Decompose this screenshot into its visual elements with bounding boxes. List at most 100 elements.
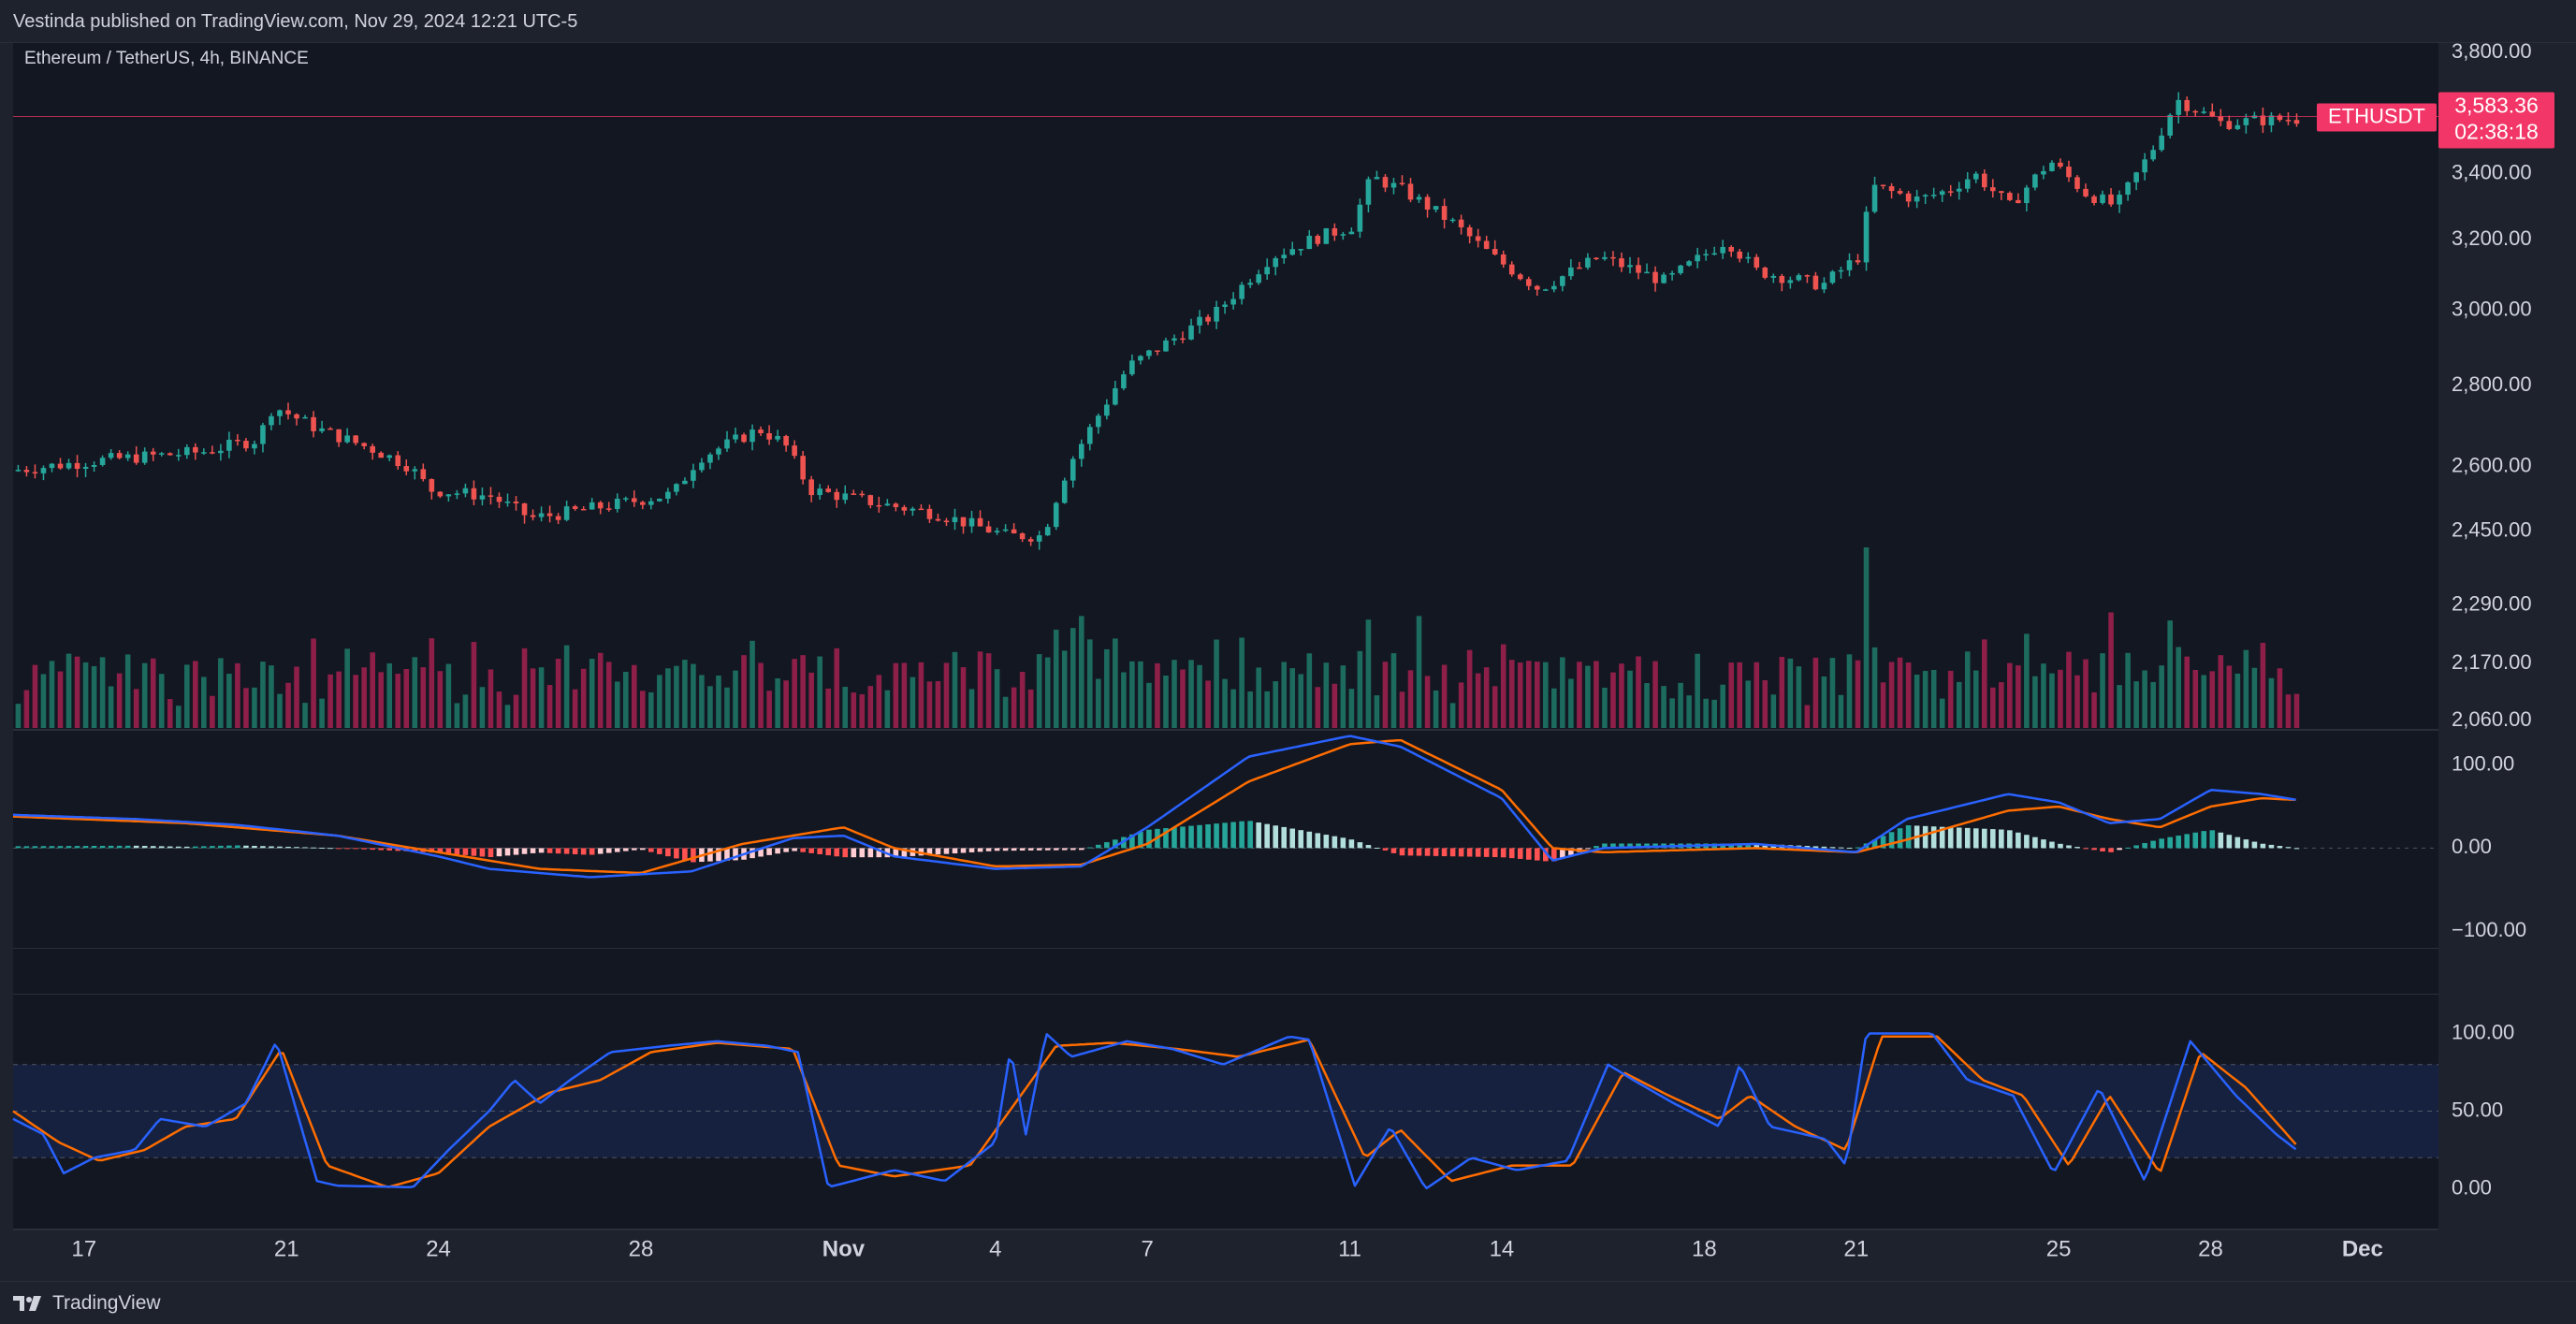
macd-histogram-bar	[597, 848, 604, 854]
candle-body	[1762, 267, 1768, 278]
candle-body	[82, 466, 89, 470]
candle-body	[1964, 179, 1971, 189]
macd-histogram-bar	[935, 848, 941, 855]
time-axis-tick: 24	[426, 1236, 451, 1261]
volume-bar	[302, 703, 308, 728]
macd-histogram-bar	[260, 846, 266, 849]
volume-bar	[1754, 662, 1760, 728]
candle-body	[876, 504, 882, 507]
volume-bar	[2007, 662, 2013, 728]
candle-body	[1053, 502, 1059, 528]
volume-bar	[2251, 667, 2258, 728]
macd-histogram-bar	[1441, 848, 1448, 857]
macd-histogram-bar	[691, 848, 696, 863]
publish-header: Vestinda published on TradingView.com, N…	[0, 0, 2576, 43]
macd-histogram-bar	[1188, 825, 1194, 849]
candle-body	[1399, 182, 1405, 185]
candle-body	[1534, 285, 1540, 290]
macd-histogram-bar	[243, 845, 249, 849]
macd-histogram-bar	[504, 848, 511, 856]
macd-histogram-bar	[2176, 836, 2182, 849]
macd-histogram-bar	[1365, 845, 1372, 849]
macd-histogram-bar	[1129, 834, 1135, 849]
symbol-legend[interactable]: Ethereum / TetherUS, 4h, BINANCE	[24, 49, 309, 68]
candle-body	[277, 410, 283, 416]
volume-bar	[960, 667, 967, 728]
volume-bar	[327, 674, 333, 728]
candle-body	[1078, 444, 1084, 459]
candle-body	[2268, 115, 2275, 125]
macd-histogram-bar	[2024, 835, 2030, 849]
volume-bar	[1458, 682, 1464, 728]
candle-body	[631, 498, 637, 502]
volume-bar	[15, 704, 22, 728]
volume-bar	[1239, 637, 1244, 728]
macd-histogram-bar	[1399, 848, 1405, 856]
candle-body	[758, 429, 764, 433]
volume-bar	[555, 659, 561, 728]
candle-body	[1981, 173, 1987, 188]
macd-histogram-bar	[800, 848, 806, 852]
candle-body	[1855, 260, 1861, 263]
volume-bar	[910, 677, 916, 728]
volume-bar	[707, 686, 713, 728]
volume-bar	[395, 674, 401, 728]
macd-histogram-bar	[2142, 843, 2147, 849]
volume-bar	[2243, 649, 2249, 728]
candle-body	[2192, 110, 2199, 113]
macd-histogram-bar	[1610, 843, 1616, 849]
time-axis-tick: 25	[2046, 1236, 2072, 1261]
volume-bar	[1914, 675, 1920, 728]
brand-name[interactable]: TradingView	[52, 1291, 161, 1314]
volume-bar	[1138, 661, 1143, 728]
macd-histogram-bar	[319, 847, 325, 849]
volume-bar	[361, 667, 367, 728]
macd-histogram-bar	[65, 846, 72, 849]
macd-histogram-bar	[1146, 829, 1152, 849]
macd-histogram-bar	[580, 848, 587, 855]
volume-bar	[935, 680, 941, 728]
tradingview-logo-icon[interactable]	[13, 1294, 45, 1313]
candle-body	[1956, 188, 1962, 192]
volume-bar	[2024, 633, 2030, 728]
volume-bar	[1981, 639, 1987, 728]
candle-body	[834, 491, 840, 501]
last-price-badge[interactable]	[2438, 92, 2554, 149]
chart-area[interactable]	[13, 43, 2438, 1229]
candle-body	[893, 503, 899, 507]
macd-histogram-bar	[893, 848, 899, 858]
candle-body	[319, 428, 325, 431]
candle-body	[682, 480, 688, 485]
candle-body	[1180, 338, 1186, 341]
volume-bar	[2058, 669, 2063, 728]
volume-bar	[994, 669, 1000, 728]
volume-bar	[1121, 672, 1127, 728]
macd-histogram-bar	[412, 848, 418, 852]
candle-body	[750, 429, 755, 443]
macd-histogram-bar	[454, 848, 460, 855]
volume-bar	[150, 658, 156, 728]
candle-body	[361, 443, 367, 446]
macd-histogram-bar	[977, 848, 983, 852]
volume-bar	[277, 693, 283, 728]
macd-histogram-bar	[867, 848, 874, 858]
candle-body	[2226, 121, 2233, 129]
macd-histogram-bar	[2083, 848, 2088, 850]
ticker-badge[interactable]	[2317, 103, 2437, 132]
macd-histogram-bar	[1947, 827, 1954, 849]
macd-histogram-bar	[1871, 839, 1878, 849]
volume-bar	[201, 677, 207, 728]
volume-bar	[2142, 670, 2147, 728]
volume-bar	[699, 675, 705, 728]
candle-body	[1492, 248, 1498, 255]
macd-histogram-bar	[1416, 848, 1422, 856]
volume-bar	[1560, 657, 1565, 728]
volume-bar	[1129, 661, 1135, 728]
candle-body	[496, 496, 502, 502]
macd-histogram-bar	[1061, 848, 1068, 851]
volume-bar	[1990, 687, 1996, 728]
candle-body	[2108, 194, 2114, 205]
candle-body	[1585, 257, 1591, 268]
pane-gap	[13, 949, 2438, 994]
